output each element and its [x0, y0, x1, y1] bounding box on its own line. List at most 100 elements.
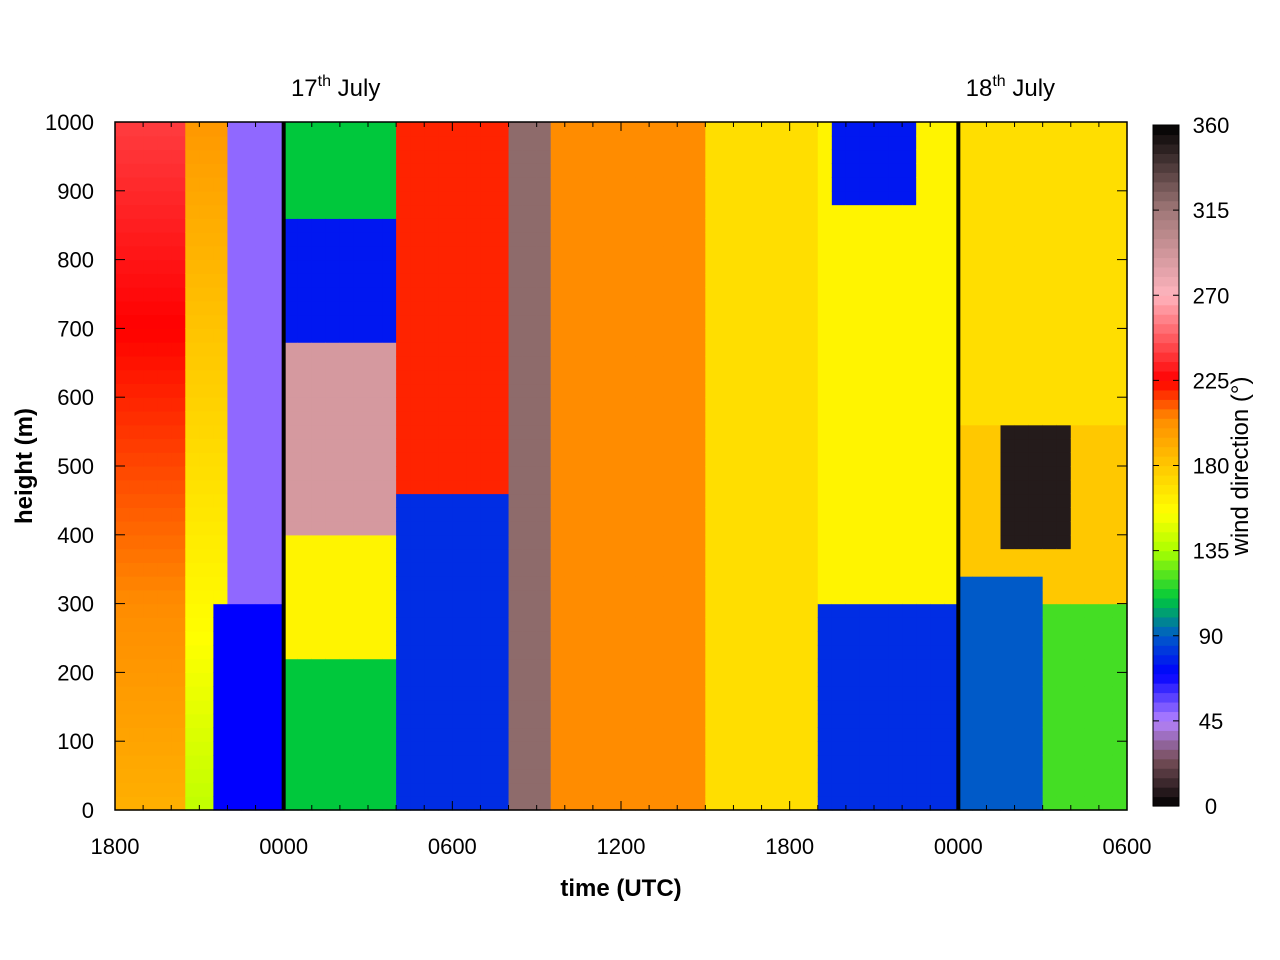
heatmap-cell: [733, 644, 749, 660]
heatmap-cell: [592, 163, 608, 178]
heatmap-cell: [719, 204, 735, 219]
heatmap-cell: [438, 410, 453, 426]
heatmap-cell: [663, 410, 678, 426]
heatmap-cell: [564, 686, 580, 701]
heatmap-cell: [564, 603, 580, 618]
heatmap-cell: [157, 741, 172, 756]
heatmap-cell: [1098, 438, 1114, 453]
heatmap-cell: [227, 741, 243, 756]
heatmap-cell: [902, 287, 917, 302]
heatmap-cell: [494, 699, 510, 715]
heatmap-cell: [944, 383, 959, 398]
heatmap-cell: [339, 713, 355, 729]
heatmap-cell: [944, 562, 959, 577]
heatmap-cell: [410, 548, 425, 563]
heatmap-cell: [719, 259, 735, 274]
heatmap-cell: [536, 342, 552, 357]
heatmap-cell: [649, 548, 664, 563]
heatmap-cell: [185, 534, 200, 550]
heatmap-cell: [1014, 548, 1030, 563]
heatmap-cell: [1014, 699, 1030, 715]
heatmap-cell: [564, 355, 580, 371]
heatmap-cell: [297, 576, 313, 591]
heatmap-cell: [227, 342, 243, 357]
heatmap-cell: [452, 452, 467, 467]
heatmap-cell: [171, 589, 186, 605]
heatmap-cell: [171, 397, 186, 412]
heatmap-cell: [396, 328, 411, 343]
heatmap-cell: [199, 328, 214, 343]
heatmap-cell: [733, 122, 749, 137]
heatmap-cell: [817, 589, 833, 605]
heatmap-cell: [747, 163, 763, 178]
heatmap-cell: [353, 300, 369, 316]
heatmap-cell: [424, 122, 439, 137]
heatmap-cell: [1056, 727, 1072, 742]
heatmap-cell: [466, 300, 482, 316]
heatmap-cell: [438, 727, 453, 742]
heatmap-cell: [536, 287, 552, 302]
heatmap-cell: [986, 658, 1002, 673]
heatmap-cell: [227, 438, 243, 453]
heatmap-cell: [986, 328, 1002, 343]
heatmap-cell: [986, 383, 1002, 398]
heatmap-cell: [550, 521, 566, 536]
heatmap-cell: [845, 410, 861, 426]
heatmap-cell: [817, 328, 833, 343]
heatmap-cell: [157, 149, 172, 164]
heatmap-cell: [1042, 410, 1058, 426]
heatmap-cell: [269, 576, 285, 591]
heatmap-cell: [606, 369, 622, 385]
heatmap-cell: [930, 355, 945, 371]
heatmap-cell: [1098, 149, 1114, 164]
heatmap-cell: [508, 631, 524, 646]
heatmap-cell: [522, 479, 538, 495]
heatmap-cell: [621, 479, 636, 495]
heatmap-cell: [1042, 686, 1058, 701]
heatmap-cell: [199, 768, 214, 784]
heatmap-cell: [255, 576, 271, 591]
heatmap-cell: [255, 493, 271, 508]
heatmap-cell: [1070, 576, 1086, 591]
heatmap-cell: [213, 355, 229, 371]
heatmap-cell: [297, 631, 313, 646]
heatmap-cell: [213, 135, 229, 151]
heatmap-cell: [859, 204, 875, 219]
heatmap-cell: [635, 355, 650, 371]
heatmap-cell: [606, 287, 622, 302]
heatmap-cell: [185, 713, 200, 729]
heatmap-cell: [325, 204, 341, 219]
heatmap-cell: [227, 232, 243, 247]
heatmap-cell: [564, 397, 580, 412]
heatmap-cell: [339, 190, 355, 206]
heatmap-cell: [621, 369, 636, 385]
heatmap-cell: [1014, 300, 1030, 316]
heatmap-cell: [775, 534, 791, 550]
heatmap-cell: [396, 534, 411, 550]
heatmap-cell: [199, 562, 214, 577]
heatmap-cell: [1084, 328, 1100, 343]
heatmap-cell: [733, 163, 749, 178]
heatmap-cell: [1056, 617, 1072, 632]
colorbar-segment: [1153, 229, 1179, 240]
heatmap-cell: [508, 493, 524, 508]
heatmap-cell: [747, 589, 763, 605]
heatmap-cell: [353, 686, 369, 701]
heatmap-cell: [902, 493, 917, 508]
heatmap-cell: [550, 369, 566, 385]
heatmap-cell: [536, 589, 552, 605]
heatmap-cell: [1112, 259, 1128, 274]
heatmap-cell: [719, 727, 735, 742]
heatmap-cell: [1056, 699, 1072, 715]
heatmap-cell: [845, 424, 861, 440]
heatmap-cell: [916, 672, 931, 687]
heatmap-cell: [396, 631, 411, 646]
heatmap-cell: [761, 438, 777, 453]
heatmap-cell: [241, 727, 257, 742]
heatmap-cell: [129, 493, 144, 508]
heatmap-cell: [396, 768, 411, 784]
heatmap-cell: [733, 342, 749, 357]
heatmap-cell: [958, 534, 973, 550]
heatmap-cell: [958, 383, 973, 398]
heatmap-cell: [747, 369, 763, 385]
